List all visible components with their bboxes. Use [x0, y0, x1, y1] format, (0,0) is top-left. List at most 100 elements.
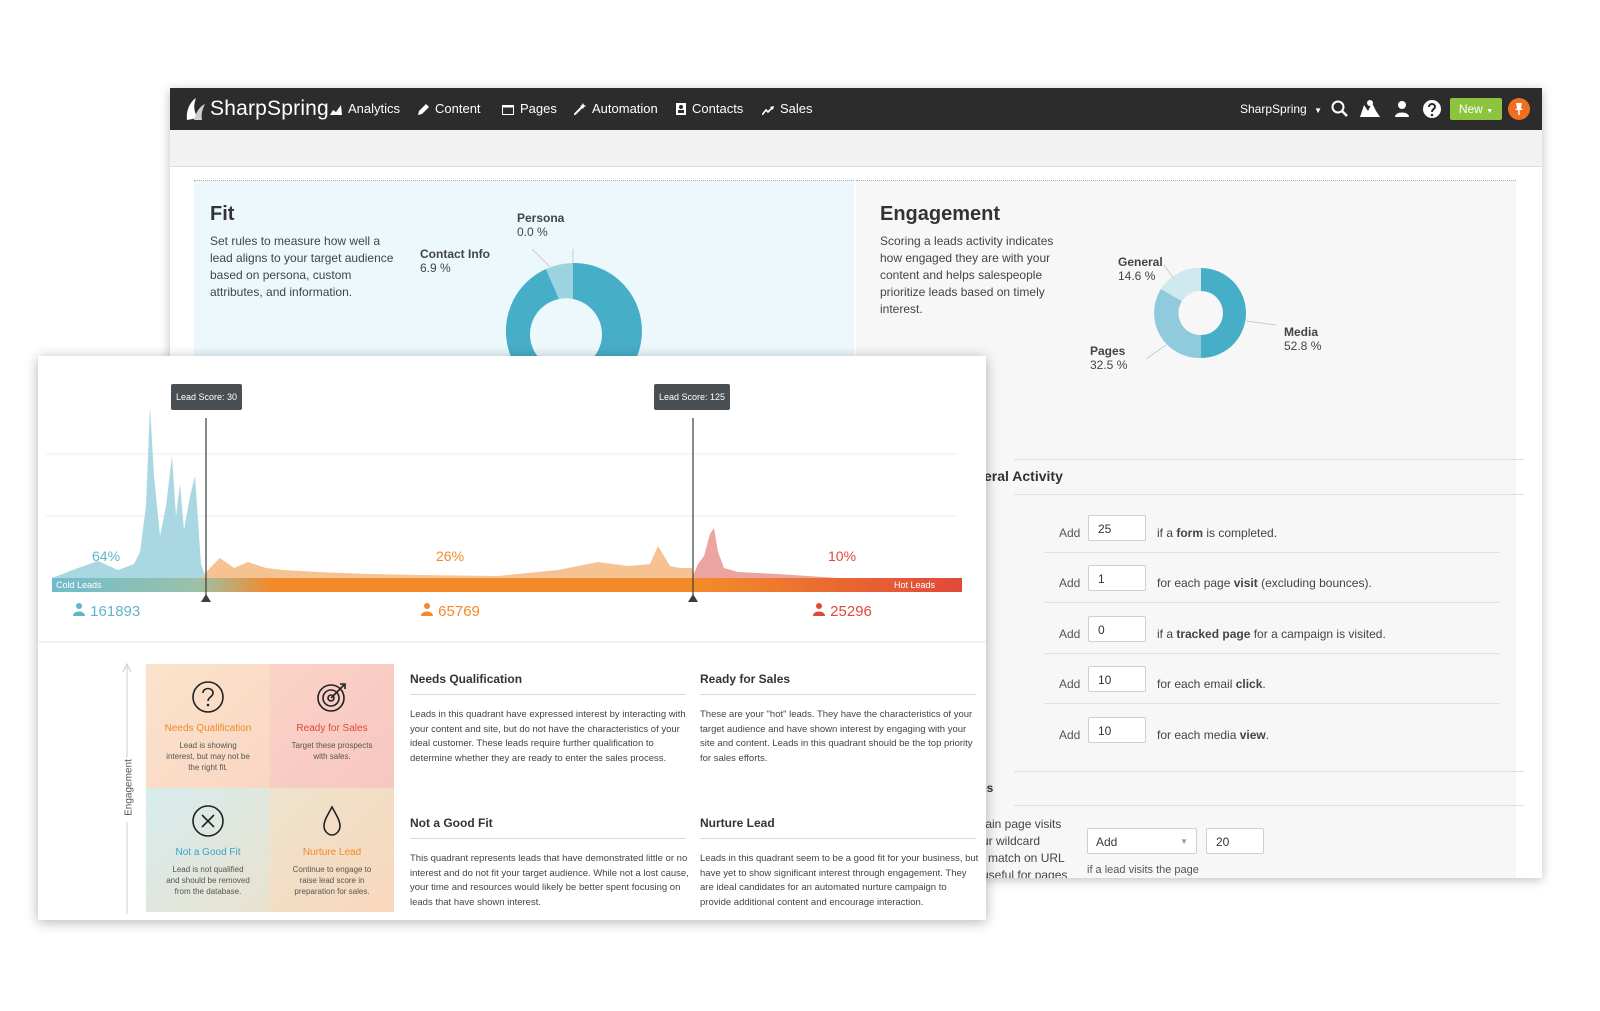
needs-qualification-quadrant: Needs Qualification Lead is showing inte… — [146, 664, 270, 788]
rule-text-post: (excluding bounces). — [1257, 576, 1372, 590]
quadrant-title: Not a Good Fit — [175, 847, 241, 858]
nav-pages[interactable]: Pages — [502, 88, 557, 130]
help-icon[interactable] — [1422, 99, 1442, 119]
hot-leads-area — [692, 528, 838, 578]
drop-icon — [323, 805, 341, 836]
general-label-name: General — [1118, 255, 1163, 269]
nav-sales[interactable]: Sales — [761, 88, 813, 130]
rule-add-label: Add — [1059, 728, 1081, 742]
x-circle-icon — [192, 805, 224, 837]
chevron-down-icon: ▼ — [1314, 106, 1322, 115]
contacts-icon — [676, 103, 686, 115]
needs-qualification-body: Leads in this quadrant have expressed in… — [410, 709, 686, 764]
chevron-down-icon: ▼ — [1180, 837, 1188, 846]
pages-label-name: Pages — [1090, 344, 1126, 358]
fit-title: Fit — [210, 203, 235, 225]
chevron-down-icon: ▼ — [1486, 108, 1494, 115]
quadrant-description: Target these prospects with sales. — [291, 741, 373, 761]
not-a-good-fit-heading: Not a Good Fit — [410, 816, 493, 830]
email-click-rule-text: for each email click. — [1157, 677, 1266, 691]
sharpspring-logo[interactable]: SharpSpring — [184, 94, 329, 124]
nurture-lead-body: Leads in this quadrant seem to be a good… — [700, 853, 979, 908]
new-button-label: New — [1458, 102, 1483, 116]
nav-automation[interactable]: Automation — [573, 88, 658, 130]
gear-people-icon[interactable] — [1358, 99, 1382, 119]
sub-toolbar — [170, 130, 1542, 167]
lead-quadrant-grid: Needs Qualification Lead is showing inte… — [146, 664, 394, 912]
user-icon[interactable] — [1392, 99, 1412, 119]
rule-text-pre: if a — [1157, 627, 1177, 641]
nurture-lead-heading: Nurture Lead — [700, 816, 775, 830]
pages-label: Pages 32.5 % — [1090, 344, 1127, 372]
media-label: Media 52.8 % — [1284, 325, 1321, 353]
target-icon — [317, 683, 346, 712]
heading-divider — [410, 694, 686, 695]
marker-handle-icon[interactable] — [201, 594, 211, 602]
page-rule-line: i match on URL — [982, 851, 1065, 865]
rule-text-bold: click — [1235, 677, 1263, 691]
heading-divider — [700, 694, 976, 695]
user-icon — [813, 603, 825, 616]
nurture-lead-quadrant: Nurture Lead Continue to engage to raise… — [270, 788, 394, 912]
cold-leads-area — [52, 406, 206, 578]
form-score-input[interactable]: 25 — [1088, 515, 1146, 541]
contact-info-label-name: Contact Info — [420, 247, 490, 261]
page-rule-line: ur wildcard — [982, 834, 1041, 848]
media-leader-line — [1245, 320, 1277, 326]
page-rule-select[interactable]: Add ▼ — [1087, 828, 1197, 854]
cold-count: 161893 — [72, 602, 140, 620]
general-activity-header: eral Activity — [984, 468, 1063, 484]
general-label: General 14.6 % — [1118, 255, 1163, 283]
rule-text-bold: tracked page — [1176, 627, 1251, 641]
analytics-icon — [330, 105, 342, 115]
media-label-name: Media — [1284, 325, 1319, 339]
rule-text-post: . — [1262, 677, 1266, 691]
nav-contacts[interactable]: Contacts — [676, 88, 743, 130]
hot-count: 25296 — [812, 602, 872, 620]
tracked-page-score-input[interactable]: 0 — [1088, 616, 1146, 642]
ready-for-sales-body: These are your "hot" leads. They have th… — [700, 709, 973, 764]
not-a-good-fit-body: This quadrant represents leads that have… — [410, 853, 689, 908]
contact-info-label: Contact Info 6.9 % — [420, 247, 490, 275]
needs-qualification-heading: Needs Qualification — [410, 672, 523, 686]
rule-add-label: Add — [1059, 677, 1081, 691]
rule-divider — [1044, 552, 1500, 553]
nav-analytics[interactable]: Analytics — [330, 88, 400, 130]
search-icon[interactable] — [1330, 99, 1350, 119]
question-icon — [192, 681, 224, 713]
contact-info-label-value: 6.9 % — [420, 261, 451, 275]
fit-description: Set rules to measure how well a lead ali… — [210, 234, 394, 299]
pages-label-value: 32.5 % — [1090, 358, 1128, 372]
rule-add-label: Add — [1059, 526, 1081, 540]
nav-content[interactable]: Content — [418, 88, 481, 130]
axis-arrow-icon — [122, 662, 132, 673]
persona-label: Persona 0.0 % — [517, 211, 564, 239]
email-click-score-input[interactable]: 10 — [1088, 666, 1146, 692]
general-label-value: 14.6 % — [1118, 269, 1156, 283]
media-view-score-input[interactable]: 10 — [1088, 717, 1146, 743]
cold-count-value: 161893 — [90, 603, 141, 620]
page-visit-score-input[interactable]: 1 — [1088, 565, 1146, 591]
quadrant-title: Ready for Sales — [296, 723, 368, 734]
hot-leads-label: Hot Leads — [894, 580, 936, 590]
marker-handle-icon[interactable] — [688, 594, 698, 602]
media-label-value: 52.8 % — [1284, 339, 1322, 353]
account-dropdown[interactable]: SharpSpring ▼ — [1240, 88, 1322, 130]
engagement-axis-label: Engagement — [123, 759, 135, 816]
media-view-rule-text: for each media view. — [1157, 728, 1269, 742]
cold-leads-label: Cold Leads — [56, 580, 102, 590]
engagement-axis — [122, 662, 132, 914]
wand-icon — [573, 103, 586, 116]
section-divider — [1014, 771, 1524, 772]
section-divider — [1014, 805, 1524, 806]
rule-text-pre: for each media — [1157, 728, 1240, 742]
new-button[interactable]: New ▼ — [1450, 98, 1502, 120]
pages-icon — [502, 105, 514, 115]
nav-analytics-label: Analytics — [348, 101, 401, 116]
lead-score-30-tooltip: Lead Score: 30 — [171, 384, 243, 410]
rule-add-label: Add — [1059, 576, 1081, 590]
not-a-good-fit-quadrant: Not a Good Fit Lead is not qualified and… — [146, 788, 270, 912]
page-rule-select-value: Add — [1096, 835, 1118, 849]
notification-pin-button[interactable] — [1508, 98, 1530, 120]
page-rule-score-input[interactable]: 20 — [1206, 828, 1264, 854]
